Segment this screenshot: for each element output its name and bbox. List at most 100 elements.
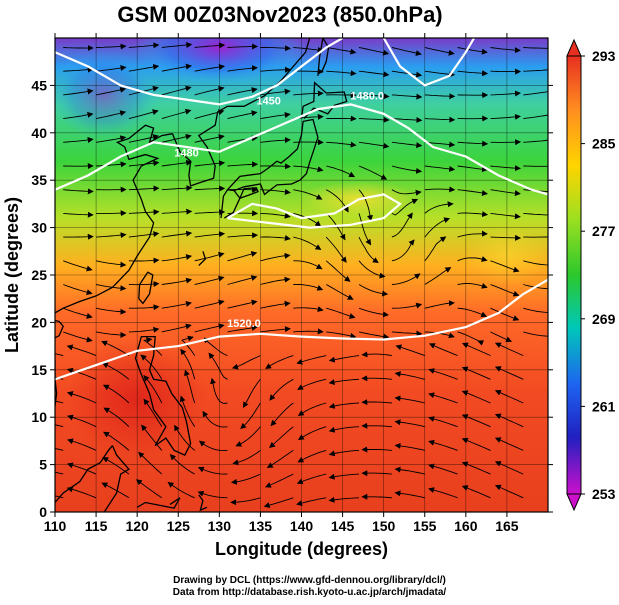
streamline (264, 473, 294, 488)
streamline (358, 93, 390, 100)
streamline (457, 307, 488, 318)
streamline (128, 231, 160, 238)
streamline (184, 369, 196, 404)
streamline (391, 47, 422, 56)
streamline (424, 47, 455, 56)
colorbar-label: 269 (592, 311, 616, 327)
x-tick-label: 160 (454, 518, 478, 534)
streamline (293, 306, 324, 312)
streamline (208, 352, 228, 380)
streamline (358, 189, 373, 222)
streamline (138, 451, 163, 475)
streamline (391, 273, 421, 285)
contour-1500-loop (226, 193, 402, 229)
streamline (297, 449, 327, 463)
streamline (328, 355, 360, 363)
contour-label: 1480 (174, 148, 198, 160)
streamline (391, 70, 423, 78)
streamline (161, 133, 192, 143)
streamline (424, 300, 455, 309)
streamline (361, 351, 392, 358)
streamline (128, 109, 159, 120)
streamline (194, 109, 225, 120)
streamline (194, 275, 225, 285)
streamline (143, 398, 163, 427)
streamline (490, 113, 521, 120)
streamline (461, 342, 491, 357)
streamline (328, 378, 360, 386)
x-tick-label: 150 (372, 518, 396, 534)
streamline (96, 284, 127, 292)
streamline (326, 331, 357, 339)
streamline (181, 335, 196, 356)
streamline (325, 284, 354, 300)
streamline (96, 331, 127, 338)
contour-1450 (55, 38, 344, 106)
x-tick-label: 130 (208, 518, 232, 534)
streamline (66, 462, 97, 475)
streamline (101, 482, 130, 499)
streamline (161, 323, 192, 333)
streamline (63, 66, 94, 73)
x-axis-label: Longitude (degrees) (215, 539, 388, 559)
streamline (161, 63, 192, 72)
streamline (101, 340, 130, 356)
streamline (161, 185, 193, 192)
streamline (227, 87, 258, 96)
streamline (67, 438, 97, 451)
streamline (143, 375, 163, 404)
streamline (260, 88, 291, 96)
streamline (180, 348, 196, 380)
streamline (67, 414, 97, 428)
y-axis-label: Latitude (degrees) (2, 197, 22, 353)
coastline-honshu (227, 118, 319, 196)
credits: Drawing by DCL (https://www.gfd-dennou.o… (0, 575, 619, 599)
streamline (140, 354, 163, 380)
coastline-korea-russia (171, 38, 311, 187)
streamline (96, 43, 127, 50)
x-tick-label: 125 (167, 518, 191, 534)
streamline (63, 88, 94, 96)
colorbar-bar (566, 55, 582, 495)
streamline (128, 304, 160, 311)
streamline (260, 188, 291, 195)
streamline (296, 355, 327, 365)
streamline (424, 201, 454, 214)
streamline (358, 116, 390, 123)
streamline (55, 424, 64, 428)
streamline (457, 140, 489, 147)
streamline (394, 371, 425, 380)
streamline (63, 136, 94, 143)
contour-label: 1450 (256, 95, 280, 107)
streamline (490, 47, 521, 54)
colorbar-label: 277 (592, 223, 616, 239)
streamline (194, 251, 225, 262)
streamline (424, 217, 451, 238)
streamline (461, 437, 491, 451)
streamline (260, 137, 291, 144)
streamline (490, 307, 520, 321)
x-ticks: 110 115 120 125 130 135 140 145 150 155 160 165 (44, 33, 519, 534)
streamline (391, 117, 423, 124)
streamline (293, 236, 322, 251)
streamline (296, 497, 327, 506)
streamline (424, 141, 456, 148)
streamline (128, 185, 160, 192)
streamline (461, 366, 491, 380)
streamline (161, 159, 193, 167)
streamline (242, 379, 261, 408)
streamline (96, 260, 127, 268)
credit-drawing: Drawing by DCL (https://www.gfd-dennou.o… (173, 575, 446, 586)
streamline (260, 326, 291, 333)
streamline (358, 47, 390, 56)
streamline (494, 366, 524, 380)
streamline (293, 328, 324, 335)
streamline (66, 344, 97, 357)
streamline (161, 300, 192, 309)
streamline (391, 330, 423, 337)
streamline (96, 64, 127, 72)
x-tick-label: 165 (495, 518, 519, 534)
streamline (490, 331, 513, 343)
streamline (391, 93, 423, 100)
streamline (494, 389, 524, 404)
